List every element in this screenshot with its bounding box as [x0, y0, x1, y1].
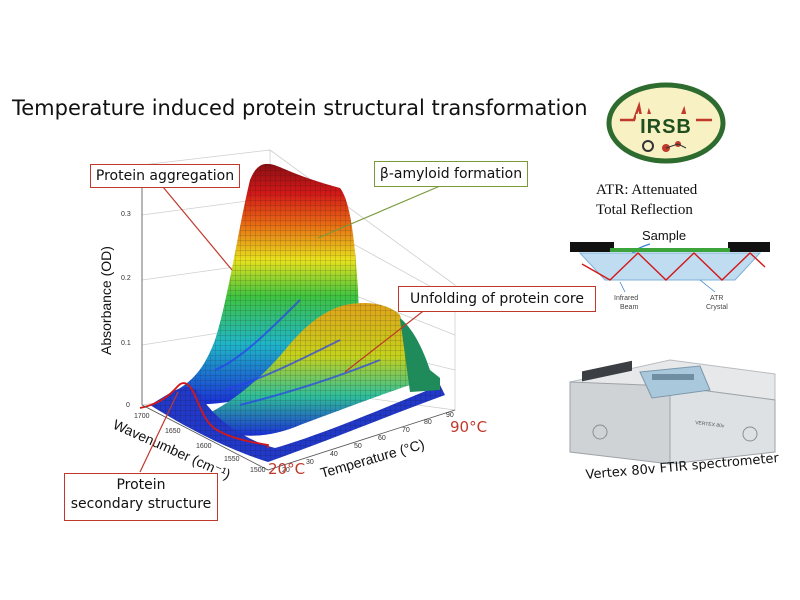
atr-title-line: ATR: Attenuated: [596, 182, 698, 198]
spectrometer-model-label: VERTEX 80v: [695, 420, 725, 430]
atr-clamp-right: [728, 242, 770, 252]
temperature-tick: 80: [424, 419, 432, 426]
wavenumber-tick: 1600: [196, 443, 212, 450]
temperature-tick: 70: [402, 427, 410, 434]
callout-protein-aggregation: Protein aggregation: [90, 164, 240, 188]
atr-crystal-label: ATR: [710, 295, 723, 302]
callout-text-line: secondary structure: [70, 496, 212, 512]
callout-text: Protein aggregation: [95, 168, 235, 184]
wavenumber-tick: 1500: [250, 467, 266, 474]
temperature-tick: 40: [330, 451, 338, 458]
temperature-tick: 50: [354, 443, 362, 450]
logo-text: IRSB: [640, 116, 692, 138]
callout-beta-amyloid: β-amyloid formation: [374, 161, 528, 187]
temperature-tick: 30: [306, 459, 314, 466]
y-tick: 0: [126, 402, 130, 409]
callout-text-line: Protein: [116, 477, 166, 493]
wavenumber-tick: 1650: [165, 428, 181, 435]
callout-unfolding: Unfolding of protein core: [398, 286, 596, 312]
y-tick: 0.3: [121, 211, 131, 218]
y-axis: 0.3 0.2 0.1 0 Absorbance (OD): [98, 165, 143, 409]
atr-crystal-label: Crystal: [706, 304, 728, 311]
slide-title: Temperature induced protein structural t…: [12, 96, 588, 120]
atr-beam-label: Infrared: [614, 295, 638, 302]
atr-sample-label: Sample: [642, 228, 686, 243]
atr-beam-label: Beam: [620, 304, 638, 311]
callout-text: β-amyloid formation: [379, 166, 523, 182]
irsb-logo: IRSB: [606, 82, 726, 164]
y-tick: 0.2: [121, 275, 131, 282]
atr-diagram: Sample Infrared Beam ATR Crystal: [570, 228, 770, 311]
temperature-tick: 60: [378, 435, 386, 442]
temperature-axis-label: Temperature (°C): [318, 436, 426, 481]
callout-secondary-structure: Protein secondary structure: [64, 473, 218, 521]
atr-clamp-left: [570, 242, 614, 252]
temperature-tick: 90: [446, 412, 454, 419]
atr-title: ATR: Attenuated Total Reflection: [596, 180, 746, 220]
y-tick: 0.1: [121, 340, 131, 347]
wavenumber-tick: 1700: [134, 413, 150, 420]
callout-text: Unfolding of protein core: [410, 291, 584, 307]
temp-high-label: 90°C: [450, 418, 488, 436]
infrared-beam: [581, 252, 766, 281]
gear-icon: [642, 140, 654, 152]
atr-sample-layer: [610, 248, 730, 252]
wavenumber-tick: 1550: [224, 456, 240, 463]
y-axis-label: Absorbance (OD): [98, 246, 114, 355]
temp-low-label: 20°C: [268, 460, 306, 478]
surface-mesh: [139, 163, 445, 462]
temperature-tick: 20: [282, 467, 290, 474]
ftir-spectrometer-image: VERTEX 80v: [569, 359, 776, 465]
atr-title-line: Total Reflection: [596, 202, 693, 218]
